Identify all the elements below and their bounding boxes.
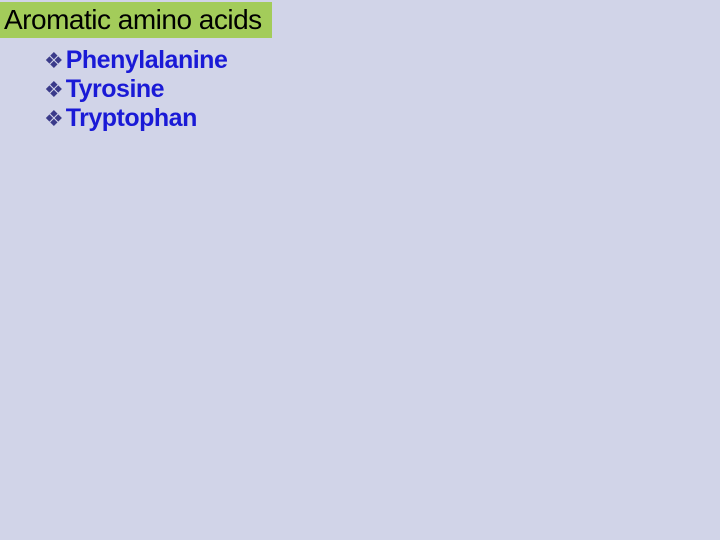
title-box: Aromatic amino acids (0, 2, 272, 38)
slide-title: Aromatic amino acids (4, 4, 262, 35)
list-item-label: Tryptophan (66, 104, 197, 133)
diamond-bullet-icon: ❖ (44, 77, 64, 102)
list-item: ❖ Tyrosine (44, 75, 720, 104)
list-item-label: Tyrosine (66, 75, 164, 104)
diamond-bullet-icon: ❖ (44, 48, 64, 73)
diamond-bullet-icon: ❖ (44, 106, 64, 131)
list-item: ❖ Tryptophan (44, 104, 720, 133)
bullet-list: ❖ Phenylalanine ❖ Tyrosine ❖ Tryptophan (44, 46, 720, 132)
list-item: ❖ Phenylalanine (44, 46, 720, 75)
list-item-label: Phenylalanine (66, 46, 228, 75)
